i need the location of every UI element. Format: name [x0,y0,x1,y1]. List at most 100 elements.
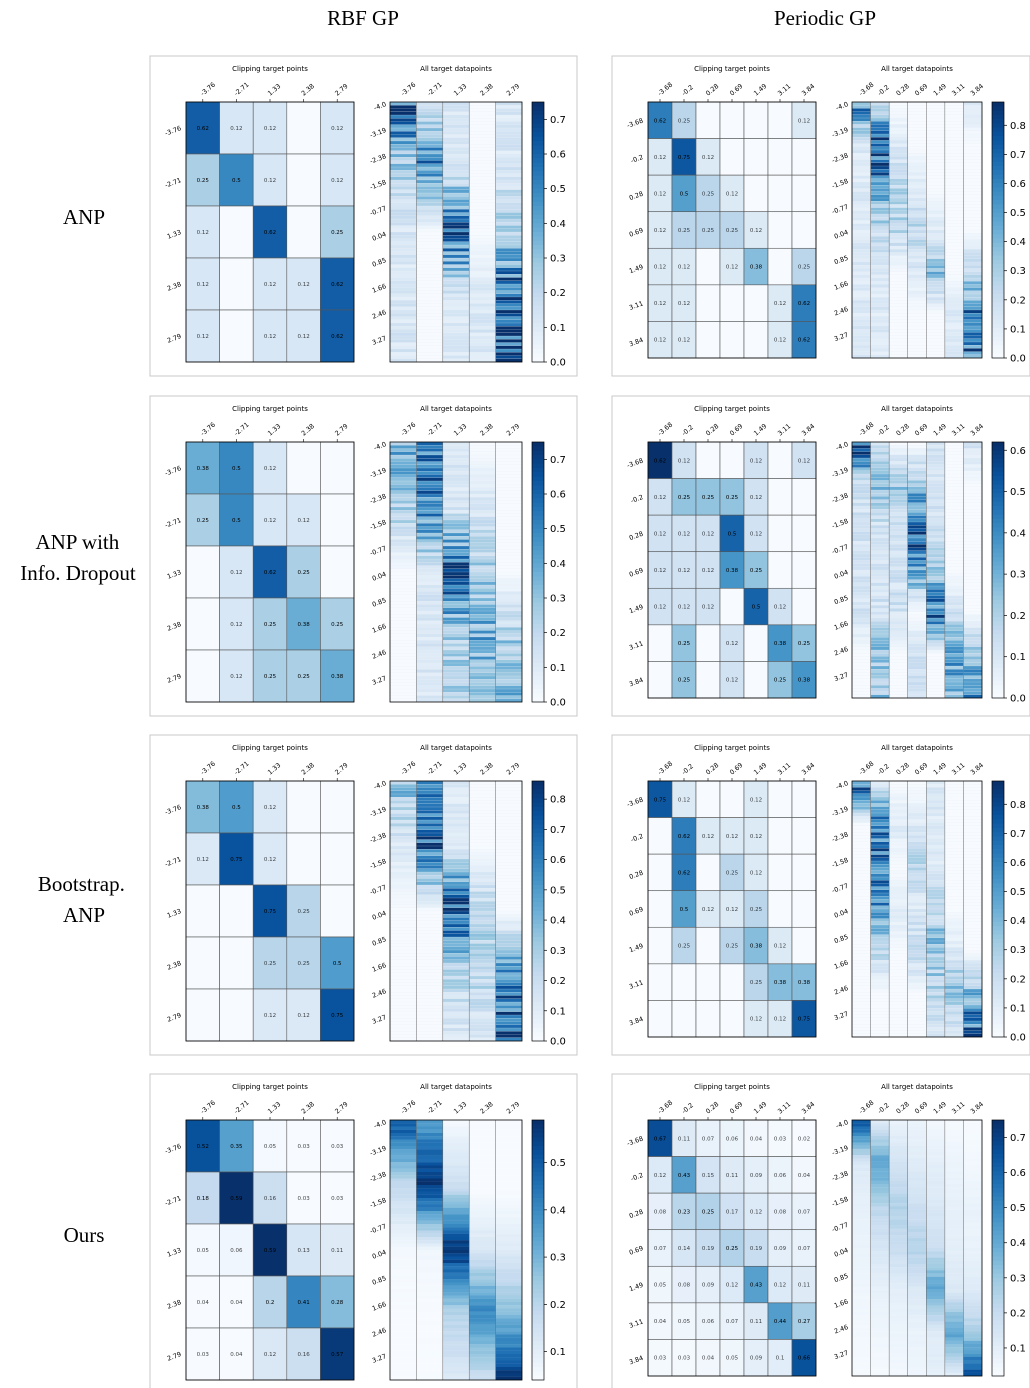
datapoint-cell [416,319,443,324]
datapoint-cell [870,809,890,814]
datapoint-cell [851,169,871,173]
datapoint-cell [907,1014,927,1019]
datapoint-cell [416,1334,443,1338]
datapoint-cell [963,499,983,504]
heatmap-cell [286,832,321,886]
datapoint-cell [870,480,890,484]
datapoint-cell [926,1200,945,1204]
datapoint-cell [416,1018,443,1022]
colorbar-border [991,441,1005,699]
colorbar-segment [532,175,544,181]
colorbar-segment [992,127,1004,133]
datapoint-cell [442,545,470,550]
datapoint-cell [442,471,470,475]
datapoint-cell [495,251,523,256]
datapoint-cell [495,192,523,197]
colorbar-segment [992,853,1004,859]
colorbar-border [531,1119,545,1381]
datapoint-cell [442,458,470,462]
datapoint-cell [469,1133,496,1137]
datapoint-cell [416,956,443,961]
colorbar-segment [532,807,544,812]
datapoint-cell [469,1237,496,1241]
datapoint-cell [907,541,927,545]
datapoint-cell [963,1238,982,1242]
cell-value-label: 0.09 [750,1356,763,1362]
datapoint-cell [870,1222,890,1226]
datapoint-cell [851,637,871,641]
datapoint-cell [495,607,523,612]
datapoint-cell [851,341,871,346]
colorbar-segment [532,841,544,847]
datapoint-cell [889,649,908,654]
heatmap-cell [219,832,254,886]
datapoint-cell [851,332,871,336]
datapoint-cell [889,493,908,497]
datapoint-cell [926,908,945,913]
all-heatmap-border [851,441,983,699]
datapoint-cell [469,1211,496,1215]
datapoint-cell [870,451,890,456]
datapoint-cell [870,143,890,148]
datapoint-cell [416,231,443,236]
datapoint-cell [944,1126,964,1130]
datapoint-cell [851,448,871,452]
datapoint-cell [495,1250,522,1254]
heatmap-cell [719,321,745,359]
datapoint-cell [495,917,523,922]
datapoint-cell [944,825,964,830]
datapoint-cell [944,1235,964,1239]
datapoint-cell [442,649,470,654]
datapoint-cell [469,532,496,537]
datapoint-cell [469,1305,496,1309]
datapoint-cell [416,953,443,957]
datapoint-cell [926,226,945,231]
datapoint-cell [870,832,890,836]
colorbar-segment [992,191,1004,197]
datapoint-cell [963,550,983,555]
datapoint-cell [889,1206,908,1210]
datapoint-cell [926,848,945,852]
colorbar-segment [992,272,1004,278]
datapoint-cell [907,1180,927,1185]
heatmap-cell [185,649,220,703]
datapoint-cell [926,605,945,609]
datapoint-cell [389,633,417,638]
datapoint-cell [944,963,964,967]
colorbar-segment [532,292,544,298]
colorbar-segment [992,501,1004,507]
datapoint-cell [907,1152,927,1156]
datapoint-cell [390,1149,417,1153]
datapoint-cell [926,441,945,446]
datapoint-cell [889,249,908,253]
colorbar-segment [532,245,544,250]
datapoint-cell [389,283,417,288]
datapoint-cell [926,569,945,574]
datapoint-cell [416,448,443,453]
cell-value-label: 0.04 [798,1173,811,1179]
colorbar-segment [532,1293,544,1299]
datapoint-cell [889,905,908,910]
datapoint-cell [390,1295,417,1299]
datapoint-cell [944,528,964,532]
datapoint-cell [469,1011,496,1016]
datapoint-cell [907,953,927,958]
colorbar-tick-label: 0.0 [550,1037,566,1048]
datapoint-cell [870,101,890,106]
datapoint-cell [495,545,523,550]
cell-value-label: 0.05 [654,1283,667,1289]
datapoint-cell [389,555,417,560]
datapoint-cell [907,146,927,151]
datapoint-cell [469,943,496,948]
datapoint-cell [926,880,945,884]
cell-value-label: 0.16 [297,1352,310,1358]
datapoint-cell [469,1243,496,1247]
datapoint-cell [851,172,871,176]
datapoint-cell [963,451,983,456]
datapoint-cell [870,1001,890,1006]
datapoint-cell [851,649,871,654]
datapoint-cell [963,828,983,833]
datapoint-cell [870,1123,890,1127]
cell-value-label: 0.12 [774,301,786,307]
